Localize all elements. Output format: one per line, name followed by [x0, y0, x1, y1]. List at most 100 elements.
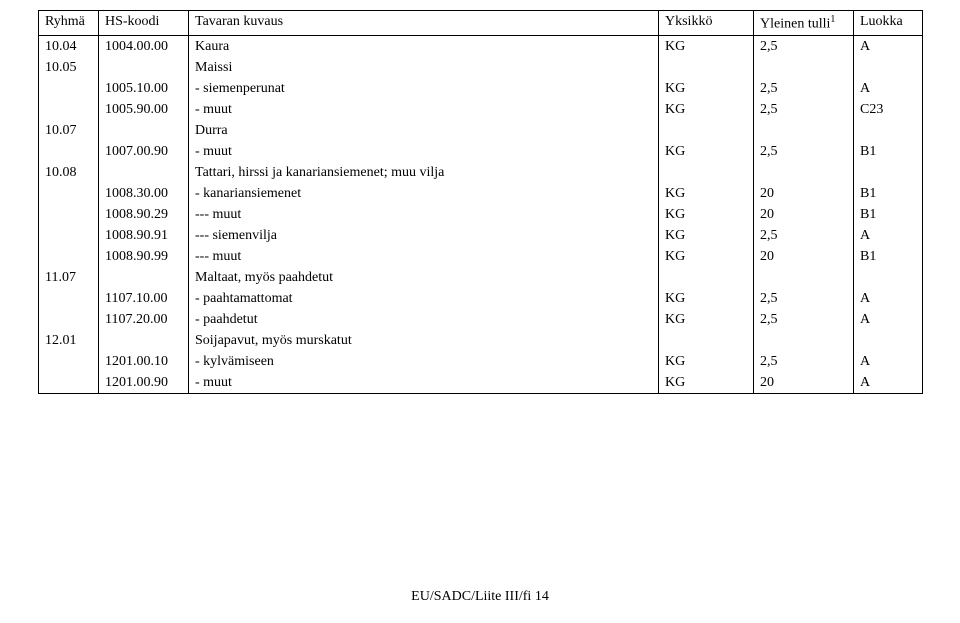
cell: Soijapavut, myös murskatut [189, 330, 659, 351]
cell [39, 288, 99, 309]
cell: 1008.90.99 [99, 246, 189, 267]
cell [39, 78, 99, 99]
col-header-tulli: Yleinen tulli1 [754, 11, 854, 36]
cell: 12.01 [39, 330, 99, 351]
cell [854, 330, 923, 351]
cell: KG [659, 78, 754, 99]
table-row: 1008.30.00- kanariansiemenetKG20B1 [39, 183, 923, 204]
table-row: 1008.90.29--- muutKG20B1 [39, 204, 923, 225]
cell: 2,5 [754, 141, 854, 162]
table-row: 1107.10.00- paahtamattomatKG2,5A [39, 288, 923, 309]
cell: 2,5 [754, 35, 854, 57]
cell: Kaura [189, 35, 659, 57]
cell [659, 120, 754, 141]
cell: 10.04 [39, 35, 99, 57]
cell: Maissi [189, 57, 659, 78]
table-row: 1008.90.91--- siemenviljaKG2,5A [39, 225, 923, 246]
tariff-table: Ryhmä HS-koodi Tavaran kuvaus Yksikkö Yl… [38, 10, 923, 394]
cell: KG [659, 204, 754, 225]
cell: 1008.90.29 [99, 204, 189, 225]
cell [99, 162, 189, 183]
cell: KG [659, 35, 754, 57]
cell: A [854, 372, 923, 394]
cell: 1007.00.90 [99, 141, 189, 162]
col-header-tulli-text: Yleinen tulli [760, 17, 830, 32]
cell: KG [659, 288, 754, 309]
cell [99, 120, 189, 141]
table-row: 1008.90.99--- muutKG20B1 [39, 246, 923, 267]
cell: Tattari, hirssi ja kanariansiemenet; muu… [189, 162, 659, 183]
cell [854, 267, 923, 288]
cell: 2,5 [754, 351, 854, 372]
table-row: 1107.20.00- paahdetutKG2,5A [39, 309, 923, 330]
table-row: 10.05 Maissi [39, 57, 923, 78]
col-header-kuvaus: Tavaran kuvaus [189, 11, 659, 36]
cell: KG [659, 225, 754, 246]
cell: - muut [189, 372, 659, 394]
cell: - muut [189, 141, 659, 162]
cell: - kylvämiseen [189, 351, 659, 372]
col-header-yksikko: Yksikkö [659, 11, 754, 36]
cell: KG [659, 372, 754, 394]
cell [99, 330, 189, 351]
cell [99, 267, 189, 288]
cell: 20 [754, 246, 854, 267]
col-header-hskoodi: HS-koodi [99, 11, 189, 36]
cell [99, 57, 189, 78]
cell: 20 [754, 204, 854, 225]
cell: 2,5 [754, 225, 854, 246]
cell: 10.07 [39, 120, 99, 141]
table-row: 1005.10.00- siemenperunatKG2,5A [39, 78, 923, 99]
cell: 1005.10.00 [99, 78, 189, 99]
cell: 2,5 [754, 288, 854, 309]
cell [659, 330, 754, 351]
cell: 1201.00.90 [99, 372, 189, 394]
cell [39, 309, 99, 330]
cell [754, 162, 854, 183]
cell: 20 [754, 372, 854, 394]
cell: A [854, 225, 923, 246]
cell: KG [659, 351, 754, 372]
cell: KG [659, 99, 754, 120]
cell: 1107.20.00 [99, 309, 189, 330]
cell: - siemenperunat [189, 78, 659, 99]
header-row: Ryhmä HS-koodi Tavaran kuvaus Yksikkö Yl… [39, 11, 923, 36]
cell: KG [659, 183, 754, 204]
cell: C23 [854, 99, 923, 120]
cell [39, 204, 99, 225]
cell [659, 267, 754, 288]
table-row: 11.07Maltaat, myös paahdetut [39, 267, 923, 288]
cell: Durra [189, 120, 659, 141]
table-row: 1201.00.10- kylvämiseenKG2,5A [39, 351, 923, 372]
table-row: 1007.00.90- muutKG2,5B1 [39, 141, 923, 162]
table-row: 10.08 Tattari, hirssi ja kanariansiemenet… [39, 162, 923, 183]
cell [39, 351, 99, 372]
cell: 2,5 [754, 78, 854, 99]
cell [854, 57, 923, 78]
table-row: 10.07 Durra [39, 120, 923, 141]
cell: KG [659, 309, 754, 330]
cell [39, 141, 99, 162]
cell [854, 120, 923, 141]
cell: --- muut [189, 204, 659, 225]
table-row: 12.01 Soijapavut, myös murskatut [39, 330, 923, 351]
col-header-ryhma: Ryhmä [39, 11, 99, 36]
cell: A [854, 309, 923, 330]
cell: 20 [754, 183, 854, 204]
cell: B1 [854, 246, 923, 267]
cell: B1 [854, 141, 923, 162]
cell: 1008.90.91 [99, 225, 189, 246]
page-footer: EU/SADC/Liite III/fi 14 [38, 589, 922, 605]
cell: 10.08 [39, 162, 99, 183]
cell: KG [659, 141, 754, 162]
cell [854, 162, 923, 183]
cell: - paahdetut [189, 309, 659, 330]
cell [754, 267, 854, 288]
cell [39, 225, 99, 246]
cell: 11.07 [39, 267, 99, 288]
col-header-tulli-sup: 1 [830, 14, 835, 25]
cell [39, 183, 99, 204]
cell: 10.05 [39, 57, 99, 78]
cell [754, 120, 854, 141]
cell: A [854, 35, 923, 57]
